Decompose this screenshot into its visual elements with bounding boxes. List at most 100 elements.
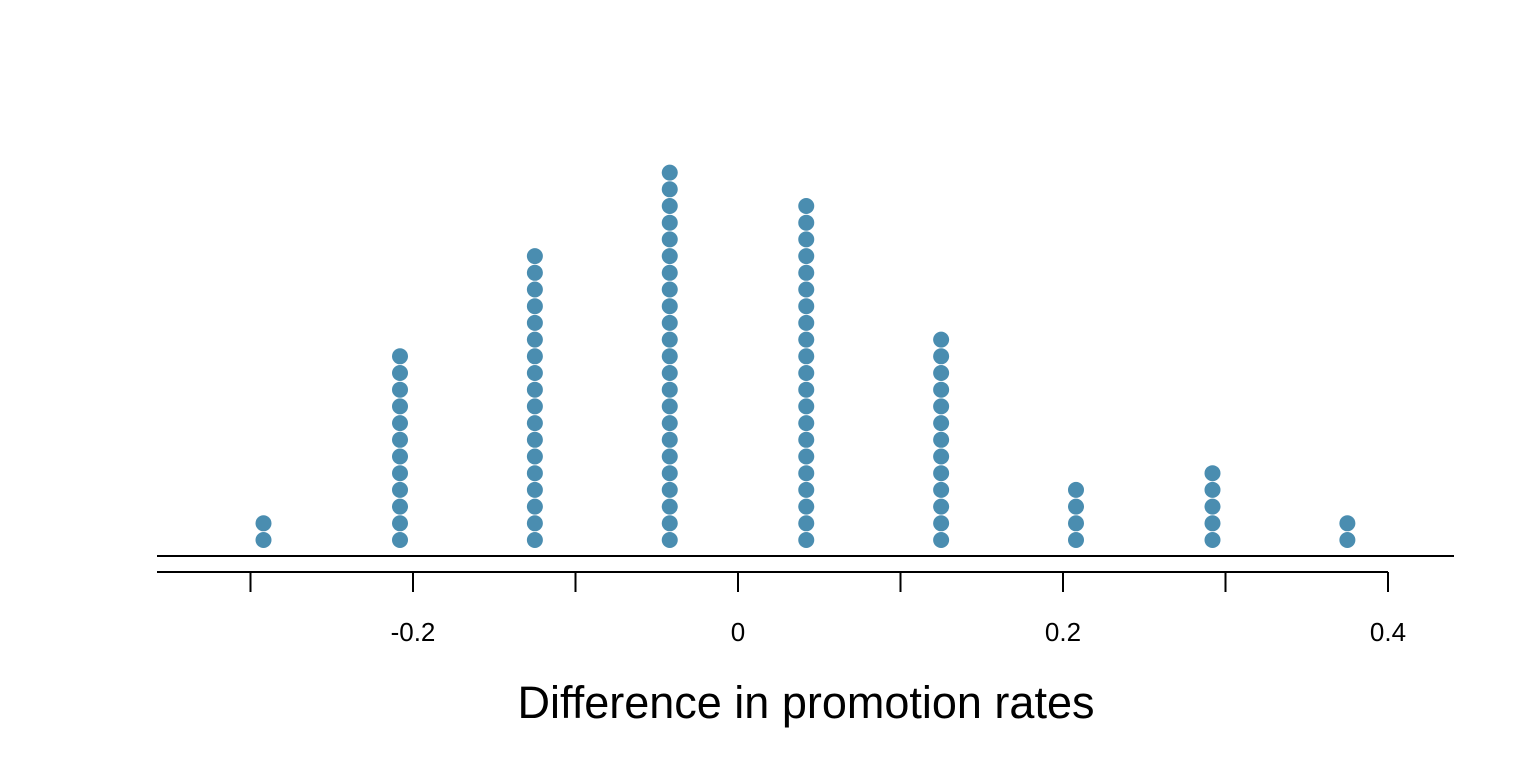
dot-point [255,515,272,532]
dot-point [933,381,950,398]
dot-point [661,515,678,532]
dot-point [798,331,815,348]
dot-point [933,515,950,532]
dot-point [661,448,678,465]
dot-point [661,398,678,415]
dot-point [933,448,950,465]
dot-point [1204,532,1221,548]
dot-point [933,365,950,381]
dot-point [1204,481,1221,498]
dot-point [392,381,408,398]
dot-point [798,481,815,498]
dot-point [526,264,543,281]
x-tick-label-0: -0.2 [391,617,436,647]
dot-point [255,532,272,548]
dot-point [798,365,815,381]
dot-point [661,481,678,498]
dot-point [526,331,543,348]
dot-point [661,298,678,315]
dot-point [798,381,815,398]
dot-point [798,248,815,265]
dot-point [1204,465,1221,482]
dot-point [526,481,543,498]
x-tick-label-3: 0.4 [1370,617,1406,647]
dot-point [392,532,408,548]
dot-point [798,465,815,482]
dot-point [526,365,543,381]
dot-point [798,298,815,315]
dot-point [1068,515,1084,532]
dot-point [392,481,408,498]
dot-point [526,381,543,398]
x-tick-label-2: 0.2 [1045,617,1081,647]
dot-point [661,214,678,231]
dot-point [798,231,815,248]
dot-point [1204,498,1221,515]
dot-point [526,448,543,465]
dot-point [526,415,543,432]
dot-point [933,431,950,448]
dot-point [798,498,815,515]
dot-point [798,348,815,365]
dot-point [392,348,408,365]
dot-point [1068,481,1084,498]
dot-point [798,515,815,532]
dot-point [798,198,815,214]
dot-point [526,532,543,548]
dot-point [661,532,678,548]
dot-point [933,532,950,548]
dot-point [526,498,543,515]
dot-point [392,365,408,381]
dot-point [1339,515,1356,532]
dots-layer [255,164,1356,548]
dot-point [392,448,408,465]
dot-point [526,348,543,365]
dot-point [933,415,950,432]
dot-point [933,331,950,348]
dot-point [661,248,678,265]
dot-point [798,264,815,281]
dot-point [661,164,678,181]
dot-point [661,381,678,398]
x-axis-ticks [249,572,1389,592]
dot-point [798,431,815,448]
dot-point [661,281,678,298]
dot-point [526,298,543,315]
dot-point [526,248,543,265]
dot-point [798,532,815,548]
dot-point [933,348,950,365]
x-axis-title: Difference in promotion rates [518,677,1095,728]
x-axis-tick-labels: -0.2 0 0.2 0.4 [391,617,1406,647]
dot-point [661,415,678,432]
x-tick-label-1: 0 [731,617,745,647]
dot-point [661,198,678,214]
dot-point [392,431,408,448]
dot-point [526,281,543,298]
dot-point [798,214,815,231]
dot-point [526,431,543,448]
dot-point [392,498,408,515]
dot-point [933,481,950,498]
dot-point [661,498,678,515]
dot-point [661,465,678,482]
dot-point [392,465,408,482]
dot-point [392,398,408,415]
dot-point [1339,532,1356,548]
dot-point [661,231,678,248]
dot-point [392,415,408,432]
dot-point [798,398,815,415]
dot-point [933,465,950,482]
dot-point [798,314,815,331]
dot-point [798,415,815,432]
dot-point [661,264,678,281]
dot-point [526,314,543,331]
dot-point [661,365,678,381]
dot-point [526,398,543,415]
dot-point [661,348,678,365]
dot-point [392,515,408,532]
dot-point [526,515,543,532]
dot-point [1204,515,1221,532]
dot-point [661,431,678,448]
dot-point [798,448,815,465]
